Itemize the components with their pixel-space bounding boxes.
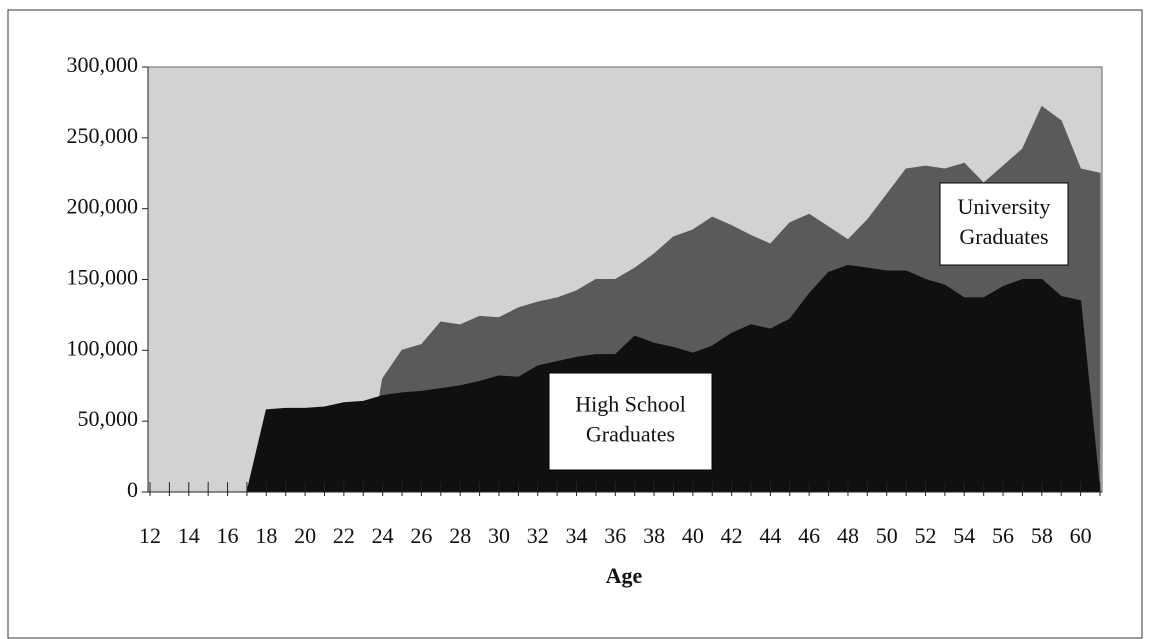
x-tick-label: 60 <box>1070 523 1092 548</box>
x-axis-title: Age <box>606 563 643 588</box>
y-tick-label: 100,000 <box>67 335 139 360</box>
x-tick-label: 48 <box>837 523 859 548</box>
annotation-box <box>548 372 713 471</box>
chart-frame <box>7 9 1143 639</box>
y-tick-label: 150,000 <box>67 265 139 290</box>
x-tick-label: 46 <box>798 523 820 548</box>
x-tick-label: 24 <box>372 523 394 548</box>
x-tick-label: 28 <box>449 523 471 548</box>
x-tick-label: 26 <box>410 523 432 548</box>
annotation-text: High School <box>575 392 686 417</box>
y-tick-label: 250,000 <box>67 123 139 148</box>
x-tick-label: 30 <box>488 523 510 548</box>
x-tick-label: 20 <box>294 523 316 548</box>
x-tick-label: 52 <box>915 523 937 548</box>
y-tick-label: 200,000 <box>67 194 139 219</box>
x-tick-label: 32 <box>527 523 549 548</box>
y-tick-label: 0 <box>127 477 138 502</box>
annotation-text: University <box>958 194 1051 219</box>
x-tick-label: 22 <box>333 523 355 548</box>
x-tick-label: 18 <box>255 523 277 548</box>
annotation-box <box>939 182 1069 266</box>
x-tick-label: 34 <box>566 523 588 548</box>
x-tick-label: 44 <box>759 523 781 548</box>
x-tick-label: 54 <box>953 523 975 548</box>
x-tick-label: 40 <box>682 523 704 548</box>
x-tick-label: 36 <box>604 523 626 548</box>
x-tick-label: 16 <box>217 523 239 548</box>
x-tick-label: 12 <box>139 523 161 548</box>
x-tick-label: 56 <box>992 523 1014 548</box>
x-tick-label: 58 <box>1031 523 1053 548</box>
x-tick-label: 14 <box>178 523 200 548</box>
x-tick-label: 42 <box>721 523 743 548</box>
x-tick-label: 38 <box>643 523 665 548</box>
annotation-text: Graduates <box>586 422 675 447</box>
y-tick-label: 50,000 <box>78 406 139 431</box>
y-tick-label: 300,000 <box>67 52 139 77</box>
x-tick-label: 50 <box>876 523 898 548</box>
annotation-text: Graduates <box>959 224 1048 249</box>
